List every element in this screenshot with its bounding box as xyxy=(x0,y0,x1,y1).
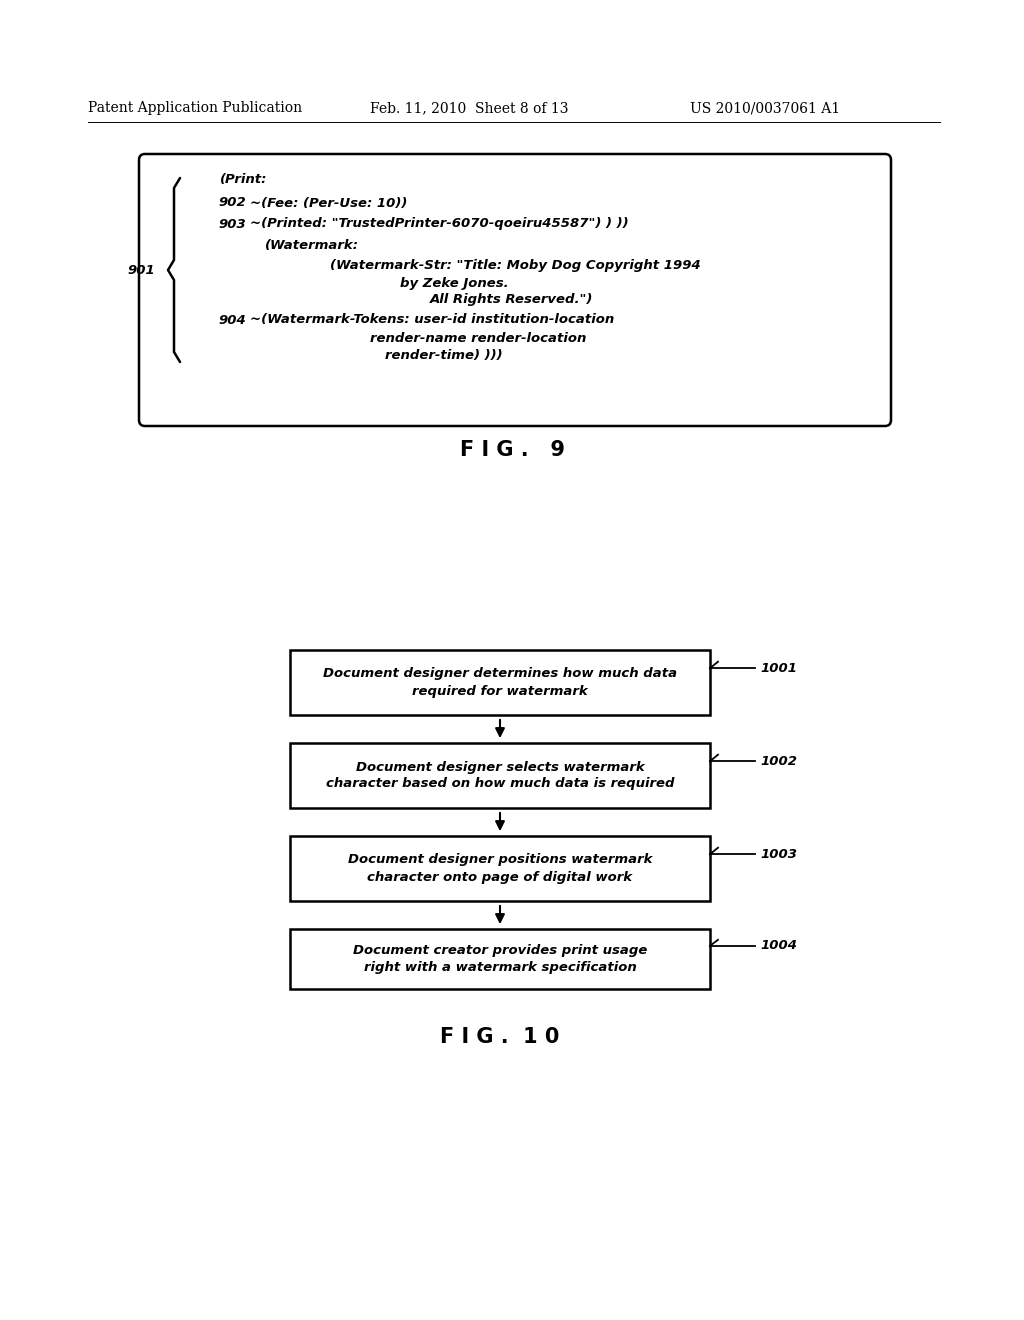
Text: (Watermark-Str: "Title: Moby Dog Copyright 1994: (Watermark-Str: "Title: Moby Dog Copyrig… xyxy=(330,259,700,272)
Text: F I G .   9: F I G . 9 xyxy=(460,440,564,459)
Text: ~(Watermark-Tokens: user-id institution-location: ~(Watermark-Tokens: user-id institution-… xyxy=(250,314,614,326)
Text: ~(Printed: "TrustedPrinter-6070-qoeiru45587") ) )): ~(Printed: "TrustedPrinter-6070-qoeiru45… xyxy=(250,218,629,231)
Text: 1001: 1001 xyxy=(760,661,797,675)
Text: Document designer positions watermark
character onto page of digital work: Document designer positions watermark ch… xyxy=(348,854,652,883)
FancyBboxPatch shape xyxy=(290,743,710,808)
Text: All Rights Reserved."): All Rights Reserved.") xyxy=(430,293,593,306)
Text: ~(Fee: (Per-Use: 10)): ~(Fee: (Per-Use: 10)) xyxy=(250,197,408,210)
FancyBboxPatch shape xyxy=(290,929,710,989)
Text: 1002: 1002 xyxy=(760,755,797,768)
Text: 901: 901 xyxy=(127,264,155,276)
Text: (Print:: (Print: xyxy=(220,173,267,186)
Text: 904: 904 xyxy=(218,314,246,326)
Text: Feb. 11, 2010  Sheet 8 of 13: Feb. 11, 2010 Sheet 8 of 13 xyxy=(370,102,568,115)
Text: by Zeke Jones.: by Zeke Jones. xyxy=(400,276,509,289)
FancyBboxPatch shape xyxy=(290,649,710,715)
Text: F I G .  1 0: F I G . 1 0 xyxy=(440,1027,560,1047)
FancyBboxPatch shape xyxy=(290,836,710,902)
FancyBboxPatch shape xyxy=(139,154,891,426)
Text: Document designer selects watermark
character based on how much data is required: Document designer selects watermark char… xyxy=(326,760,674,791)
Text: 1004: 1004 xyxy=(760,940,797,952)
Text: render-name render-location: render-name render-location xyxy=(370,331,587,345)
Text: 903: 903 xyxy=(218,218,246,231)
Text: US 2010/0037061 A1: US 2010/0037061 A1 xyxy=(690,102,840,115)
Text: 1003: 1003 xyxy=(760,847,797,861)
Text: Document designer determines how much data
required for watermark: Document designer determines how much da… xyxy=(323,668,677,697)
Text: 902: 902 xyxy=(218,197,246,210)
Text: (Watermark:: (Watermark: xyxy=(265,239,359,252)
Text: render-time) ))): render-time) ))) xyxy=(385,350,503,363)
Text: Document creator provides print usage
right with a watermark specification: Document creator provides print usage ri… xyxy=(353,944,647,974)
Text: Patent Application Publication: Patent Application Publication xyxy=(88,102,302,115)
